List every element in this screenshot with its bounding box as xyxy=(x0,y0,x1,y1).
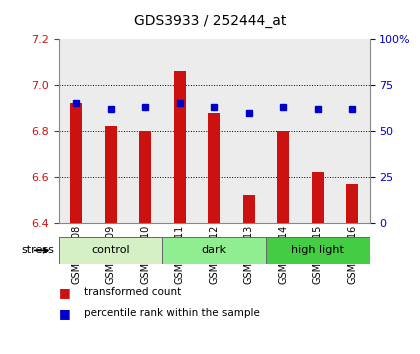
Bar xyxy=(301,39,335,223)
Bar xyxy=(59,237,163,264)
Text: GDS3933 / 252444_at: GDS3933 / 252444_at xyxy=(134,14,286,28)
Bar xyxy=(70,103,82,223)
Text: percentile rank within the sample: percentile rank within the sample xyxy=(84,308,260,318)
Bar xyxy=(59,39,93,223)
Text: ■: ■ xyxy=(59,307,71,320)
Bar xyxy=(105,126,117,223)
Bar xyxy=(312,172,324,223)
Bar xyxy=(163,237,266,264)
Text: high light: high light xyxy=(291,245,344,256)
Bar xyxy=(163,39,197,223)
Bar xyxy=(266,237,370,264)
Text: control: control xyxy=(91,245,130,256)
Text: transformed count: transformed count xyxy=(84,287,181,297)
Bar xyxy=(346,184,358,223)
Text: stress: stress xyxy=(22,245,55,256)
Bar xyxy=(93,39,128,223)
Bar xyxy=(335,39,370,223)
Bar xyxy=(197,39,231,223)
Bar xyxy=(277,131,289,223)
Bar xyxy=(173,71,186,223)
Bar xyxy=(231,39,266,223)
Bar xyxy=(128,39,163,223)
Bar xyxy=(243,195,255,223)
Text: dark: dark xyxy=(202,245,227,256)
Text: ■: ■ xyxy=(59,286,71,298)
Bar xyxy=(266,39,301,223)
Bar xyxy=(139,131,151,223)
Bar xyxy=(208,113,220,223)
